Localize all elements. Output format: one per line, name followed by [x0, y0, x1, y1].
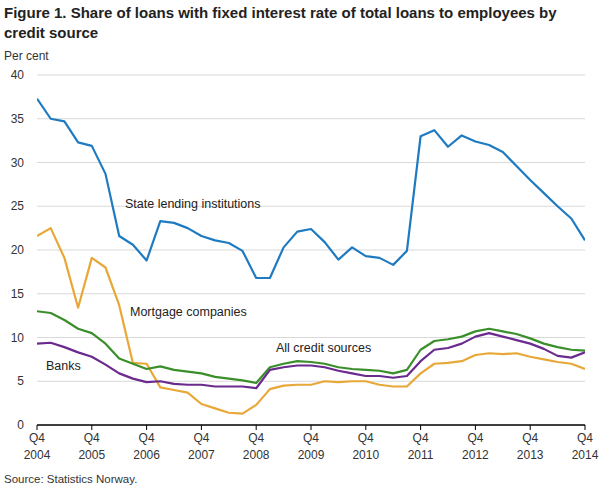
- series-label: All credit sources: [276, 341, 371, 355]
- y-tick-label: 20: [11, 243, 25, 257]
- x-tick-label: Q42014: [572, 431, 599, 462]
- plot-area: [37, 99, 585, 414]
- x-tick-label: Q42012: [462, 431, 489, 462]
- y-tick-label: 30: [11, 156, 25, 170]
- grid-line: [37, 162, 585, 163]
- x-tick: [530, 425, 531, 430]
- series-label: Banks: [46, 359, 81, 373]
- x-tick-label: Q42004: [24, 431, 51, 462]
- x-tick-label: Q42010: [352, 431, 379, 462]
- grid-line: [37, 250, 585, 251]
- x-tick-label: Q42005: [78, 431, 105, 462]
- y-tick-label: 10: [11, 331, 25, 345]
- x-tick-label: Q42009: [298, 431, 325, 462]
- x-tick-label: Q42006: [133, 431, 160, 462]
- x-tick: [585, 425, 586, 430]
- x-tick: [201, 425, 202, 430]
- grid-line: [37, 206, 585, 207]
- x-tick-label: Q42007: [188, 431, 215, 462]
- y-tick-label: 5: [17, 374, 24, 388]
- x-tick: [365, 425, 366, 430]
- source: Source: Statistics Norway.: [4, 473, 137, 485]
- x-tick: [256, 425, 257, 430]
- series-line: [37, 99, 585, 278]
- chart: Figure 1. Share of loans with fixed inte…: [0, 0, 609, 489]
- series-line: [37, 228, 585, 414]
- x-tick: [311, 425, 312, 430]
- x-tick-label: Q42011: [408, 431, 434, 462]
- x-tick: [37, 425, 38, 430]
- y-tick-label: 0: [17, 418, 24, 432]
- y-tick-label: 40: [11, 68, 25, 82]
- series-label: State lending institutions: [125, 197, 261, 211]
- grid-line: [37, 75, 585, 76]
- title: Figure 1. Share of loans with fixed inte…: [4, 4, 557, 41]
- grid-line: [37, 293, 585, 294]
- x-tick: [91, 425, 92, 430]
- x-tick-label: Q42008: [243, 431, 270, 462]
- grid-line: [37, 118, 585, 119]
- series-label: Mortgage companies: [130, 305, 247, 319]
- y-tick-label: 35: [11, 112, 25, 126]
- y-tick-label: 25: [11, 199, 25, 213]
- grid-line: [37, 381, 585, 382]
- y-tick-label: 15: [11, 287, 25, 301]
- x-tick: [146, 425, 147, 430]
- series-line: [37, 333, 585, 388]
- x-tick-label: Q42013: [517, 431, 544, 462]
- x-tick: [420, 425, 421, 430]
- x-tick: [475, 425, 476, 430]
- y-axis-label: Per cent: [4, 49, 49, 63]
